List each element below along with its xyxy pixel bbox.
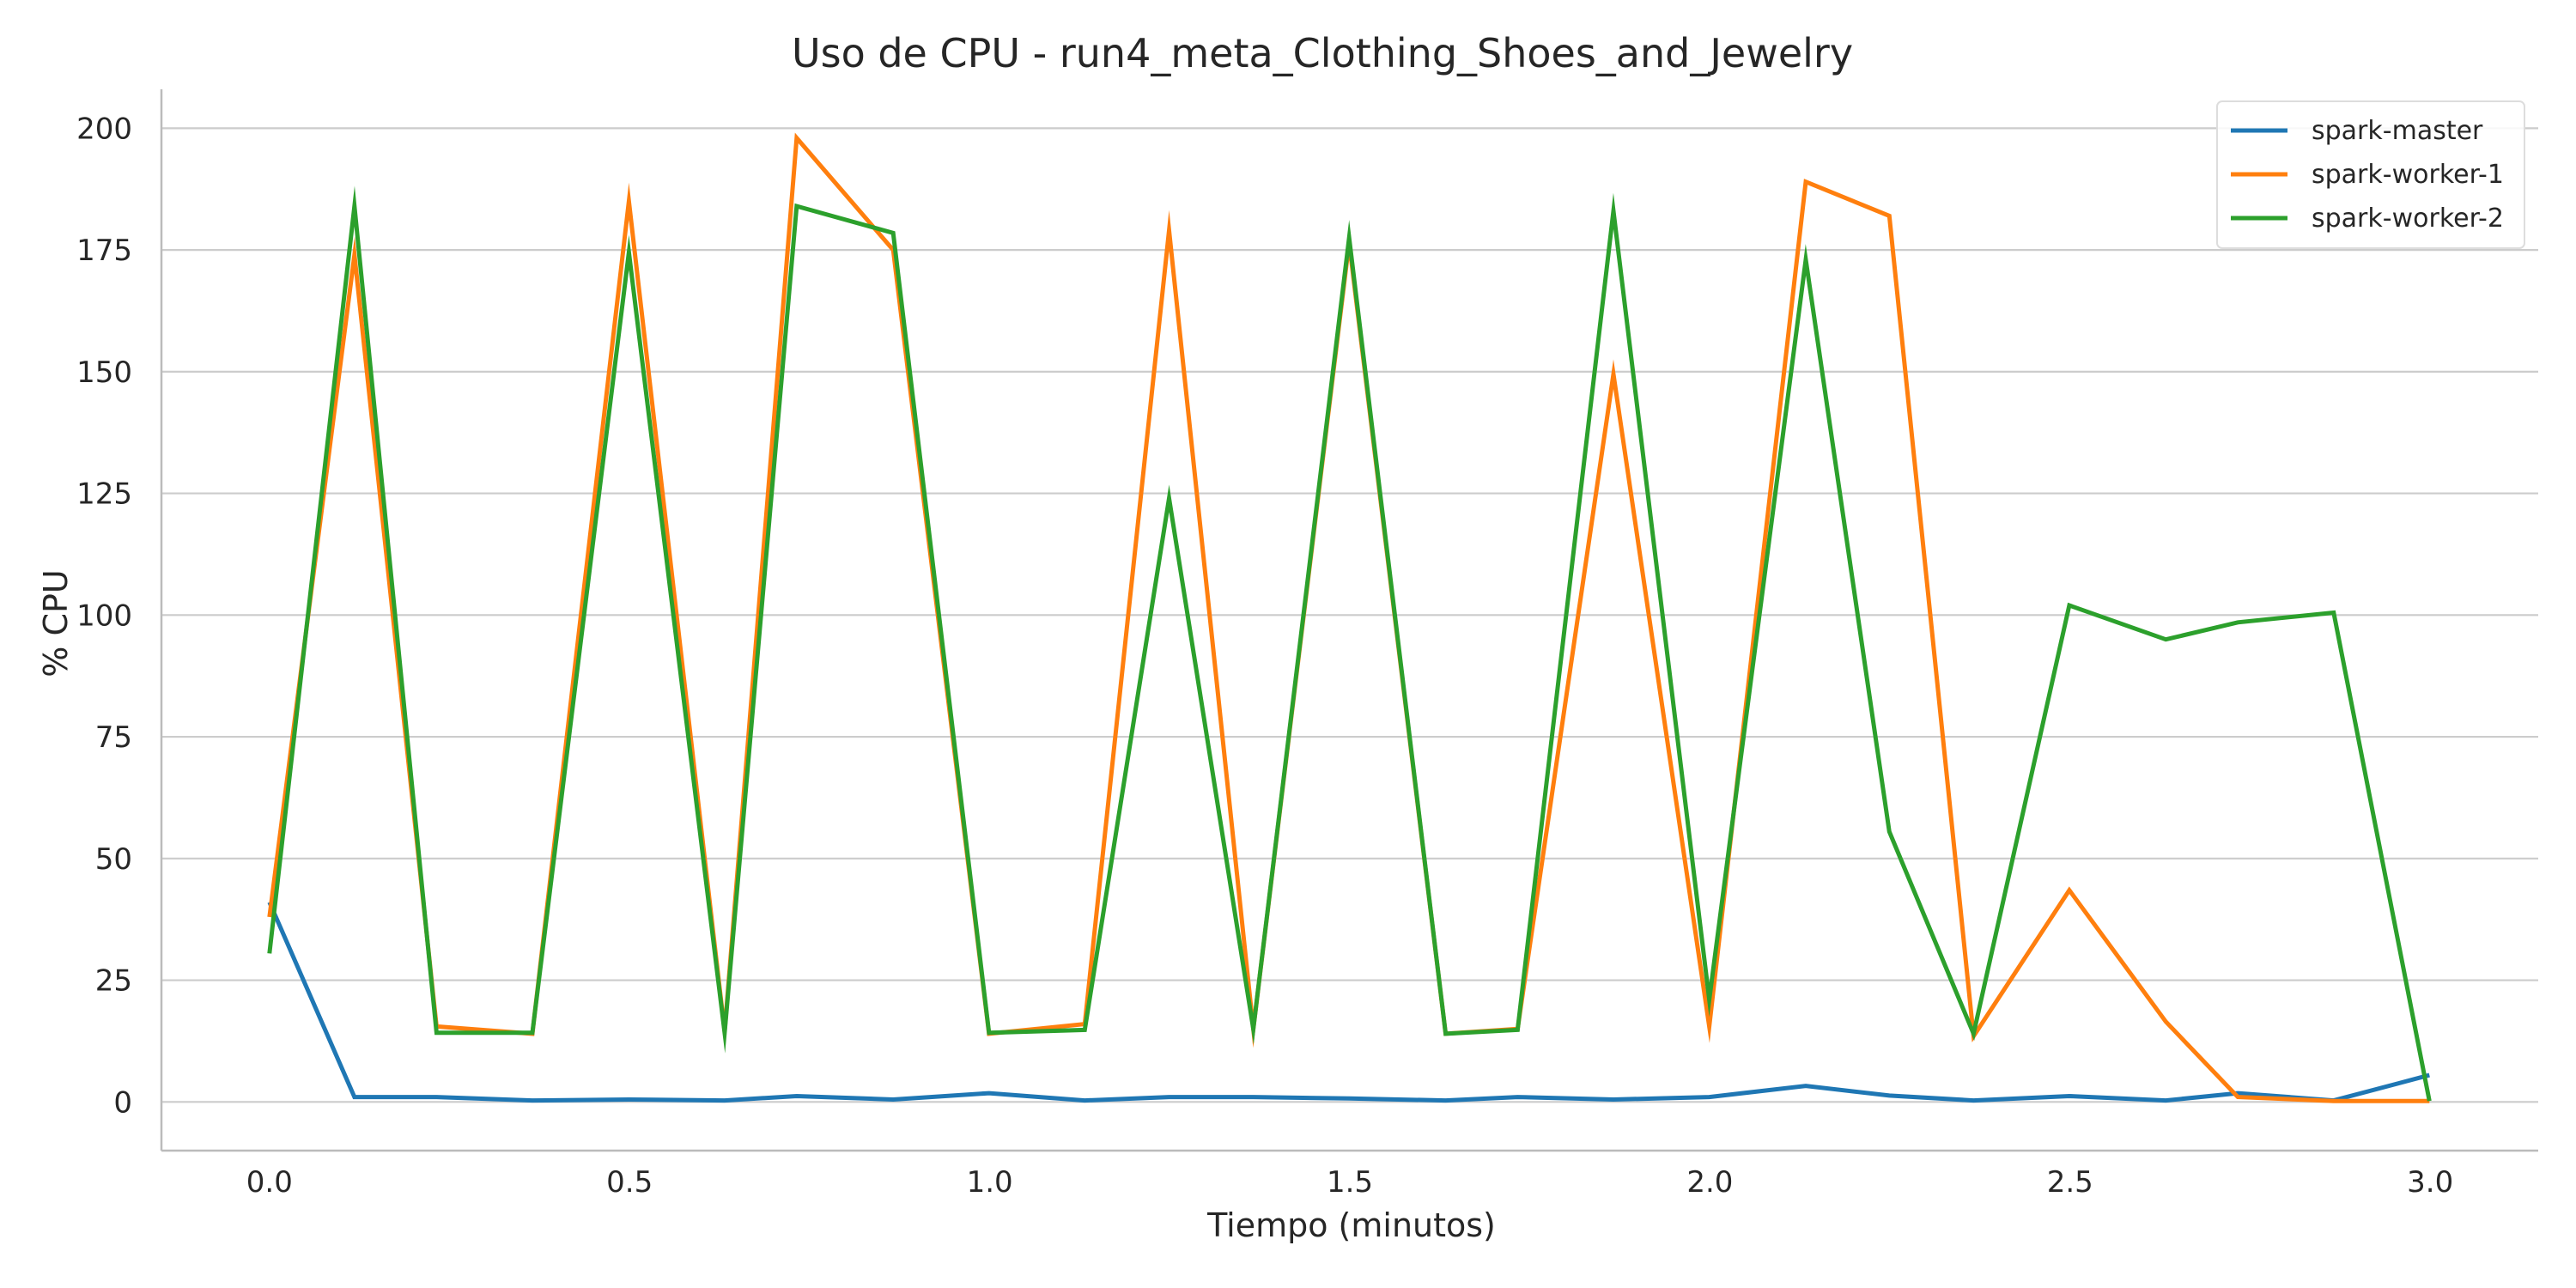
y-tick-label: 0 <box>113 1085 132 1120</box>
gridlines <box>161 127 2538 1103</box>
y-tick-label: 25 <box>95 964 132 999</box>
x-tick-label: 1.5 <box>1327 1165 1373 1200</box>
y-tick-label: 50 <box>95 842 132 877</box>
axes <box>160 89 2538 1152</box>
x-tick-label: 1.0 <box>967 1165 1013 1200</box>
y-tick-label: 75 <box>95 720 132 755</box>
y-axis-label: % CPU <box>37 569 75 677</box>
y-tick-label: 175 <box>76 234 132 268</box>
x-axis-label: Tiempo (minutos) <box>1206 1206 1496 1244</box>
x-tick-label: 3.0 <box>2407 1165 2453 1200</box>
tick-labels: 0 25 50 75 100 125 150 175 200 0.0 0.5 1.0 1.5 2.0 2.5… <box>76 112 2453 1200</box>
y-tick-label: 100 <box>76 598 132 633</box>
series-lines <box>267 132 2432 1103</box>
legend: spark-master spark-worker-1 spark-worker-2 <box>2216 100 2525 249</box>
legend-label: spark-worker-1 <box>2312 160 2504 190</box>
x-tick-label: 0.0 <box>246 1165 293 1200</box>
x-tick-label: 2.0 <box>1686 1165 1733 1200</box>
legend-box <box>2216 100 2525 249</box>
y-tick-label: 125 <box>76 477 132 512</box>
legend-label: spark-master <box>2312 116 2483 146</box>
series-line-spark-master <box>267 901 2430 1103</box>
x-tick-label: 2.5 <box>2047 1165 2093 1200</box>
x-tick-label: 0.5 <box>606 1165 653 1200</box>
series-line-spark-worker-2 <box>267 185 2432 1102</box>
chart-title: Uso de CPU - run4_meta_Clothing_Shoes_an… <box>792 30 1853 76</box>
legend-label: spark-worker-2 <box>2312 204 2504 234</box>
y-tick-label: 200 <box>76 112 132 146</box>
y-tick-label: 150 <box>76 355 132 390</box>
